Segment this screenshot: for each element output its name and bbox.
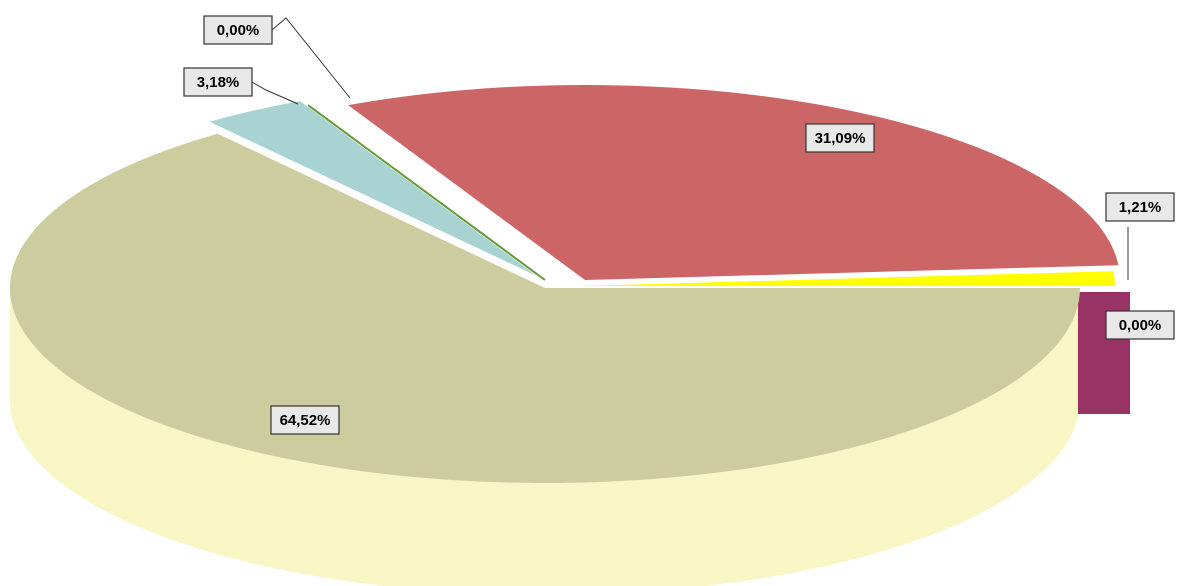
- slice: [9, 133, 1080, 483]
- label-box: [1105, 192, 1175, 222]
- label-box: [183, 67, 253, 97]
- slice: [209, 101, 537, 276]
- leader-line: [251, 81, 299, 105]
- label-box: [1105, 310, 1175, 340]
- slice-face: [1078, 292, 1130, 414]
- slice: [348, 84, 1119, 280]
- label-box: [805, 123, 875, 153]
- data-label: 64,52%: [280, 412, 331, 429]
- data-label: 0,00%: [1119, 317, 1162, 334]
- slice: [580, 271, 1115, 286]
- label-box: [203, 15, 273, 45]
- data-label: 3,18%: [197, 74, 240, 91]
- data-label: 31,09%: [815, 130, 866, 147]
- slice-side: [10, 288, 1080, 586]
- label-box: [270, 405, 340, 435]
- slice: [307, 104, 546, 281]
- data-label: 1,21%: [1119, 199, 1162, 216]
- leader-line: [271, 17, 351, 99]
- data-label: 0,00%: [217, 22, 260, 39]
